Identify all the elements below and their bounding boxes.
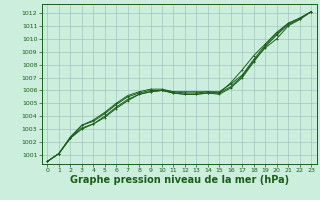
- X-axis label: Graphe pression niveau de la mer (hPa): Graphe pression niveau de la mer (hPa): [70, 175, 289, 185]
